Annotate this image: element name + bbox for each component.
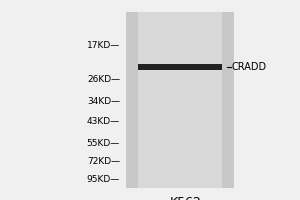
Text: 72KD—: 72KD— [87, 156, 120, 166]
Bar [138, 64, 222, 70]
Text: K562: K562 [170, 196, 202, 200]
Text: 95KD—: 95KD— [87, 174, 120, 184]
Text: 26KD—: 26KD— [87, 74, 120, 84]
Text: CRADD: CRADD [231, 62, 266, 72]
Bar [138, 12, 222, 188]
Text: 34KD—: 34KD— [87, 97, 120, 106]
Text: 43KD—: 43KD— [87, 116, 120, 126]
Bar [126, 12, 234, 188]
Text: 55KD—: 55KD— [87, 138, 120, 148]
Text: 17KD—: 17KD— [87, 42, 120, 50]
